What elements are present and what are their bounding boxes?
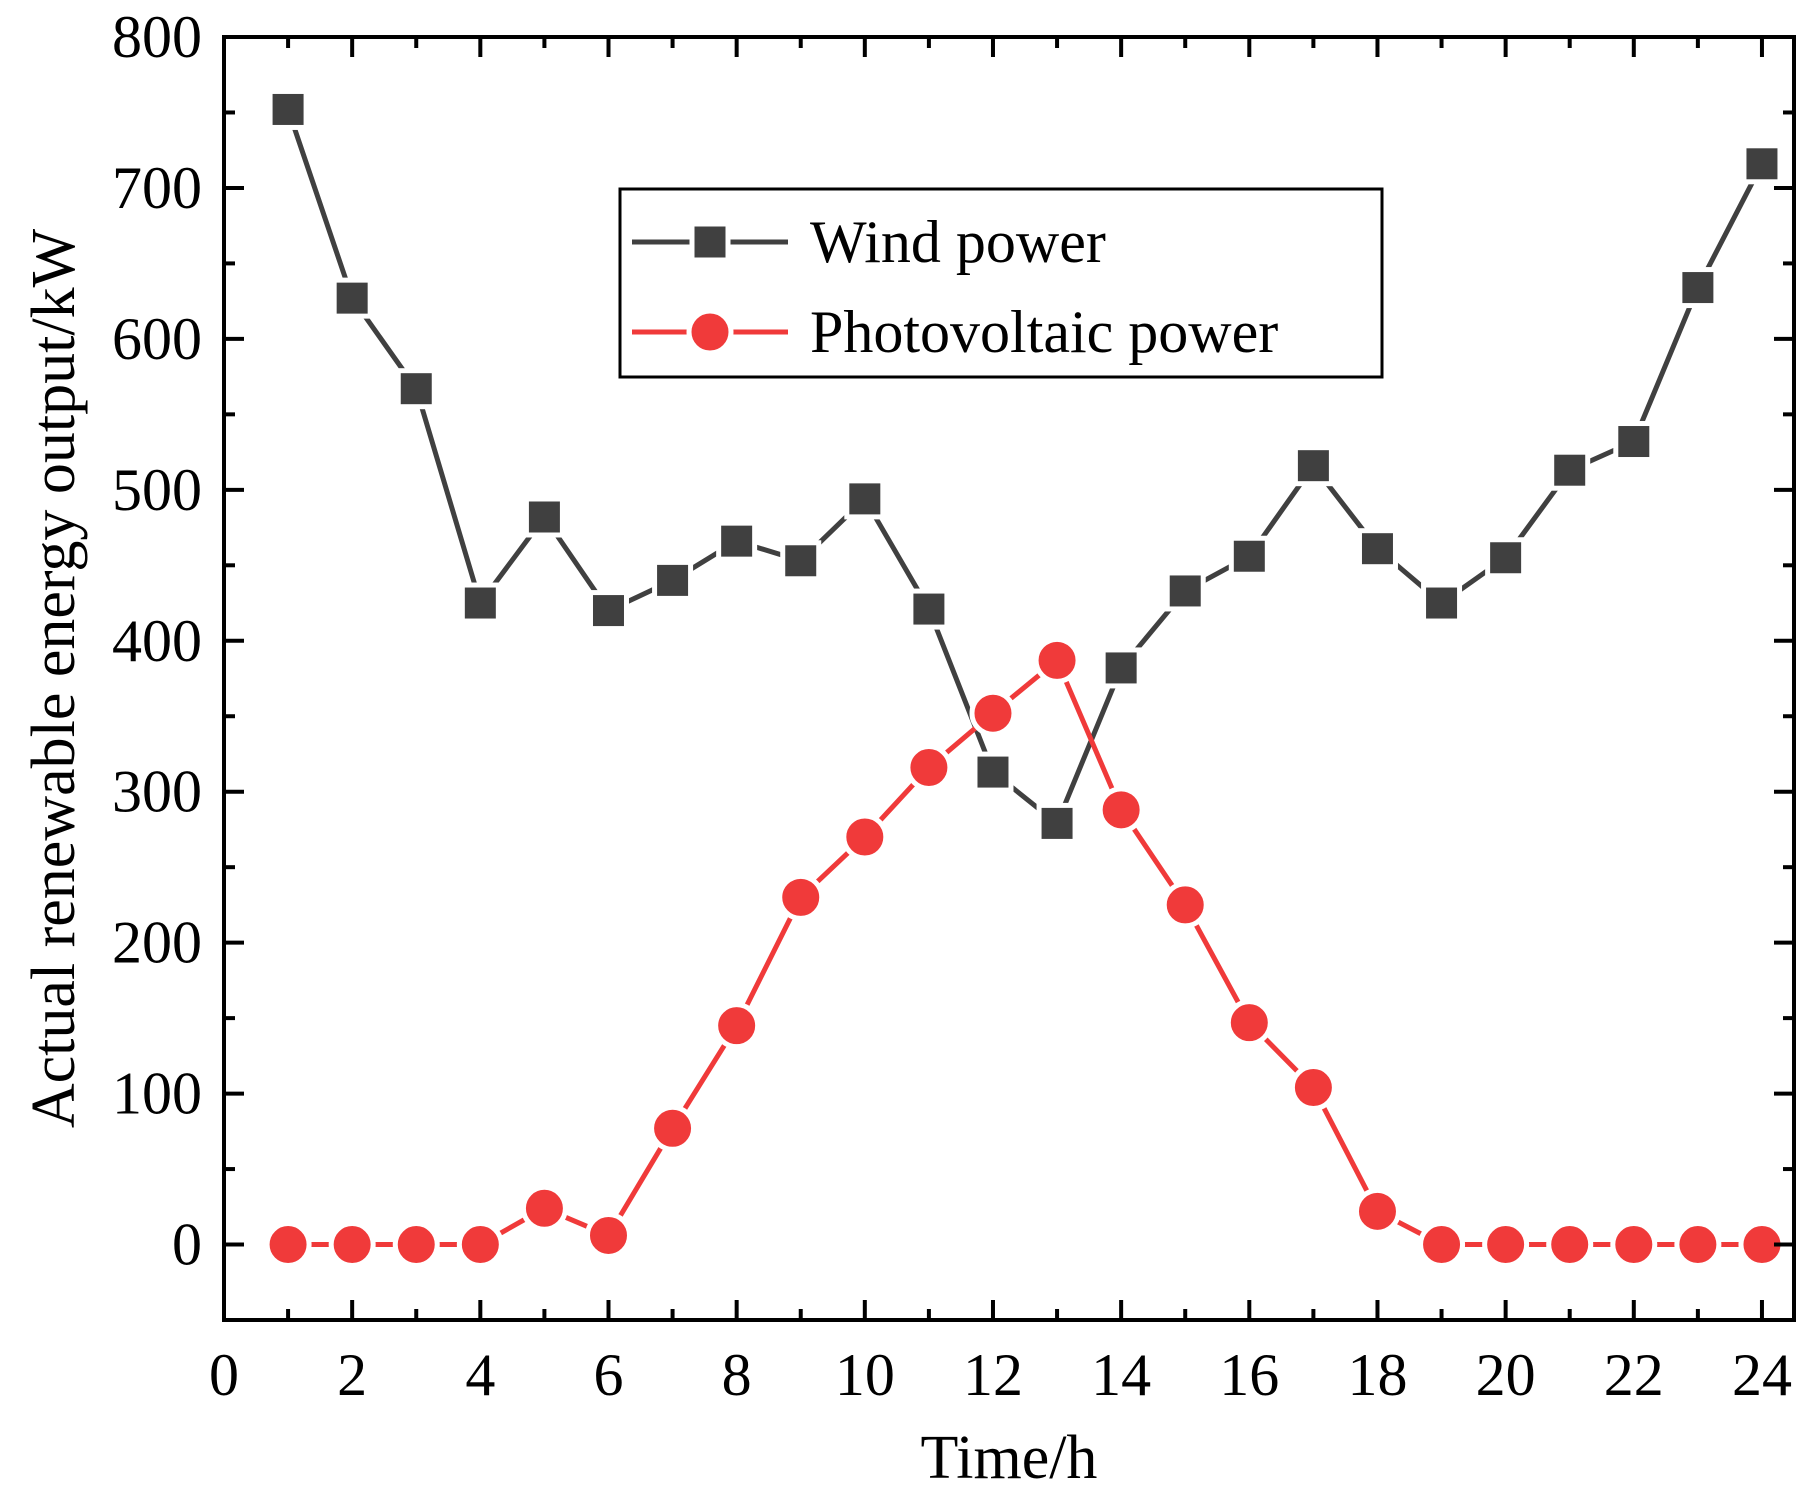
wind-power-point [1549, 449, 1591, 491]
y-tick-label: 800 [112, 4, 202, 70]
y-tick-label: 600 [112, 306, 202, 372]
y-tick-label: 400 [112, 608, 202, 674]
x-tick-label: 12 [963, 1342, 1023, 1408]
wind-power-point [1356, 528, 1398, 570]
photovoltaic-power-point [1546, 1221, 1594, 1269]
plot-frame [222, 35, 1796, 1322]
photovoltaic-power-point [520, 1184, 568, 1232]
wind-power-point [844, 478, 886, 520]
y-tick-label: 500 [112, 457, 202, 523]
wind-power-point [972, 751, 1014, 793]
wind-power-point [716, 520, 758, 562]
x-tick-label: 6 [593, 1342, 623, 1408]
wind-power-point [1421, 582, 1463, 624]
photovoltaic-power-point [264, 1221, 312, 1269]
x-tick-label: 0 [209, 1342, 239, 1408]
photovoltaic-power-point [777, 873, 825, 921]
wind-power-point [587, 590, 629, 632]
wind-power-point [1613, 421, 1655, 463]
wind-power-point [780, 540, 822, 582]
photovoltaic-power-point [328, 1221, 376, 1269]
photovoltaic-power-point [1033, 636, 1081, 684]
x-tick-label: 24 [1732, 1342, 1792, 1408]
wind-power-point [1485, 537, 1527, 579]
photovoltaic-power-point [392, 1221, 440, 1269]
legend: Wind power Photovoltaic power [618, 187, 1384, 379]
x-tick-label: 14 [1091, 1342, 1151, 1408]
photovoltaic-power-point [905, 744, 953, 792]
wind-power-point [1100, 647, 1142, 689]
legend-photovoltaic-power-marker [686, 308, 734, 356]
y-tick-label: 100 [112, 1061, 202, 1127]
x-tick-label: 10 [835, 1342, 895, 1408]
series-layer [264, 88, 1786, 1269]
photovoltaic-power-point [1353, 1187, 1401, 1235]
photovoltaic-power-point [969, 689, 1017, 737]
legend-photovoltaic-power-label: Photovoltaic power [810, 299, 1278, 365]
wind-power-point [908, 588, 950, 630]
x-tick-label: 18 [1347, 1342, 1407, 1408]
wind-power-point [523, 496, 565, 538]
x-tick-label: 20 [1476, 1342, 1536, 1408]
wind-power-point [1677, 267, 1719, 309]
x-axis-title: Time/h [921, 1424, 1098, 1488]
photovoltaic-power-point [1610, 1221, 1658, 1269]
photovoltaic-power-point [1225, 999, 1273, 1047]
y-axis-title: Actual renewable energy output/kW [20, 228, 88, 1128]
photovoltaic-power-point [1418, 1221, 1466, 1269]
wind-power-point [1292, 445, 1334, 487]
y-tick-label: 700 [112, 155, 202, 221]
x-tick-label: 4 [465, 1342, 495, 1408]
x-tick-label: 16 [1219, 1342, 1279, 1408]
wind-power-point [652, 559, 694, 601]
x-tick-label: 22 [1604, 1342, 1664, 1408]
photovoltaic-power-point [584, 1211, 632, 1259]
photovoltaic-power-point [1097, 786, 1145, 834]
wind-power-point [1228, 535, 1270, 577]
y-tick-label: 300 [112, 759, 202, 825]
photovoltaic-power-point [1289, 1064, 1337, 1112]
y-tick-label: 0 [172, 1212, 202, 1278]
wind-power-point [395, 368, 437, 410]
wind-power-point [1164, 570, 1206, 612]
x-tick-label: 2 [337, 1342, 367, 1408]
wind-power-point [267, 88, 309, 130]
legend-box [618, 187, 1384, 379]
legend-wind-power-marker [689, 221, 731, 263]
photovoltaic-power-point [713, 1002, 761, 1050]
wind-power-point [459, 582, 501, 624]
wind-power-point [1741, 143, 1783, 185]
wind-power-point [1036, 802, 1078, 844]
photovoltaic-power-point [1674, 1221, 1722, 1269]
x-tick-label: 8 [722, 1342, 752, 1408]
photovoltaic-power-point [1161, 881, 1209, 929]
y-tick-label: 200 [112, 910, 202, 976]
axes-frame-layer [222, 35, 1796, 1322]
photovoltaic-power-point [1482, 1221, 1530, 1269]
photovoltaic-power-point [841, 813, 889, 861]
legend-wind-power-label: Wind power [810, 209, 1106, 275]
wind-power-point [331, 277, 373, 319]
photovoltaic-power-line [288, 656, 1762, 1248]
photovoltaic-power-point [649, 1104, 697, 1152]
photovoltaic-power-point [456, 1221, 504, 1269]
